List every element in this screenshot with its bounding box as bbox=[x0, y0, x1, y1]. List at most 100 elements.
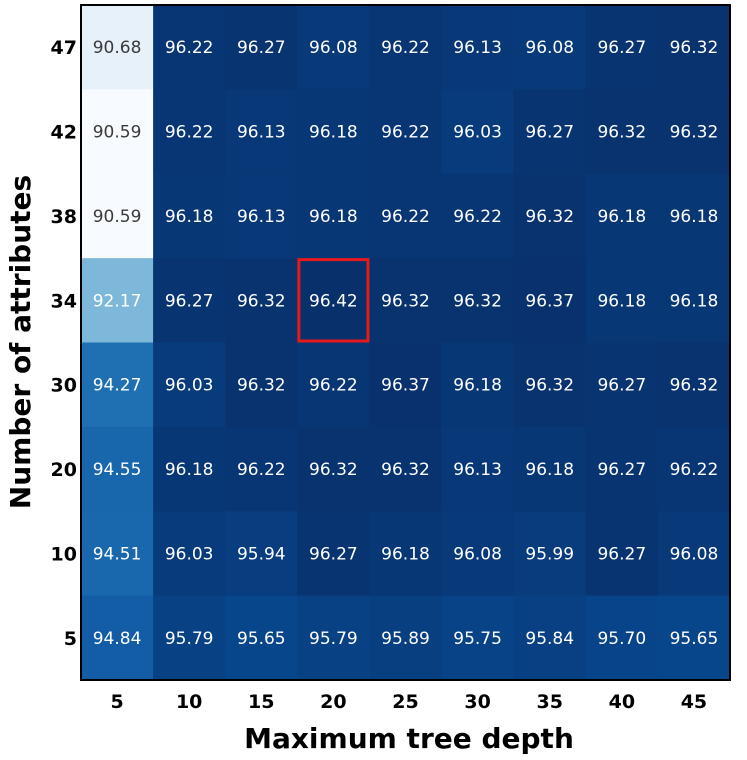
cell-value-label: 96.32 bbox=[381, 291, 430, 311]
best-cell-highlight bbox=[297, 258, 370, 343]
cell-value-label: 94.27 bbox=[93, 376, 142, 396]
cell-value-label: 90.59 bbox=[93, 207, 142, 227]
y-tick-label: 38 bbox=[51, 206, 77, 228]
heatmap-cell bbox=[297, 511, 370, 597]
cell-value-label: 96.27 bbox=[597, 544, 646, 564]
cell-value-label: 96.32 bbox=[670, 123, 719, 143]
plot-frame bbox=[80, 4, 731, 681]
cell-value-label: 96.22 bbox=[381, 123, 430, 143]
cell-value-label: 95.79 bbox=[309, 629, 358, 649]
cell-value-label: 96.22 bbox=[309, 376, 358, 396]
cell-value-label: 96.32 bbox=[525, 376, 574, 396]
heatmap-cell bbox=[153, 426, 226, 512]
heatmap-cell bbox=[297, 595, 370, 681]
cell-value-label: 96.08 bbox=[525, 38, 574, 58]
heatmap-cell bbox=[657, 511, 731, 597]
cell-value-label: 95.84 bbox=[525, 629, 574, 649]
heatmap-cell bbox=[585, 258, 659, 343]
heatmap-cell bbox=[369, 595, 443, 681]
heatmap-cell bbox=[81, 5, 154, 90]
x-tick-label: 5 bbox=[110, 691, 123, 713]
heatmap-cell bbox=[657, 5, 731, 90]
heatmap-cell bbox=[585, 426, 659, 512]
cell-value-label: 96.22 bbox=[381, 207, 430, 227]
cell-value-label: 92.17 bbox=[93, 291, 142, 311]
heatmap-cell bbox=[585, 5, 659, 90]
heatmap-cell bbox=[513, 342, 587, 428]
cell-value-label: 96.18 bbox=[597, 291, 646, 311]
heatmap-cell bbox=[297, 5, 370, 90]
x-tick-label: 20 bbox=[320, 691, 346, 713]
cell-value-label: 96.27 bbox=[525, 123, 574, 143]
y-tick-labels: 47 42 38 34 30 20 10 5 bbox=[51, 37, 77, 650]
heatmap-cell bbox=[585, 89, 659, 175]
heatmap-cell bbox=[513, 258, 587, 343]
heatmap-cell bbox=[657, 173, 731, 259]
cell-value-label: 96.27 bbox=[597, 376, 646, 396]
cell-value-label: 96.13 bbox=[237, 207, 286, 227]
heatmap-cell bbox=[81, 426, 154, 512]
cell-value-label: 96.27 bbox=[165, 291, 214, 311]
cell-value-label: 95.65 bbox=[670, 629, 719, 649]
heatmap-cell bbox=[153, 342, 226, 428]
heatmap-cell bbox=[369, 426, 443, 512]
cell-value-label: 96.32 bbox=[525, 207, 574, 227]
cell-value-label: 96.18 bbox=[597, 207, 646, 227]
heatmap-cell bbox=[369, 511, 443, 597]
cell-value-label: 96.22 bbox=[670, 460, 719, 480]
x-tick-label: 25 bbox=[392, 691, 418, 713]
cell-value-label: 96.08 bbox=[453, 544, 502, 564]
heatmap-cell bbox=[153, 595, 226, 681]
heatmap-cell bbox=[369, 5, 443, 90]
heatmap-cell bbox=[585, 342, 659, 428]
cell-value-label: 90.68 bbox=[93, 38, 142, 58]
heatmap-cell bbox=[153, 511, 226, 597]
heatmap-cell bbox=[81, 258, 154, 343]
cell-value-label: 96.32 bbox=[670, 376, 719, 396]
cell-value-label: 96.32 bbox=[309, 460, 358, 480]
x-tick-label: 35 bbox=[536, 691, 562, 713]
heatmap-cell bbox=[81, 173, 154, 259]
y-axis-title: Number of attributes bbox=[4, 175, 37, 509]
x-tick-label: 30 bbox=[464, 691, 490, 713]
cell-value-label: 96.27 bbox=[309, 544, 358, 564]
cell-value-labels: 90.68 96.22 96.27 96.08 96.22 96.13 96.08 96.27… bbox=[93, 38, 719, 649]
heatmap-cell bbox=[81, 511, 154, 597]
cell-value-label: 96.22 bbox=[381, 38, 430, 58]
cell-value-label: 96.22 bbox=[165, 38, 214, 58]
x-tick-label: 45 bbox=[681, 691, 707, 713]
cell-value-label: 96.18 bbox=[453, 376, 502, 396]
heatmap-cell bbox=[297, 342, 370, 428]
x-axis-title: Maximum tree depth bbox=[244, 722, 574, 755]
heatmap-cell bbox=[81, 89, 154, 175]
cell-value-label: 95.89 bbox=[381, 629, 430, 649]
heatmap-cell bbox=[657, 426, 731, 512]
x-tick-label: 15 bbox=[248, 691, 274, 713]
heatmap-cell bbox=[441, 89, 515, 175]
cell-value-label: 94.84 bbox=[93, 629, 142, 649]
heatmap-cell bbox=[657, 342, 731, 428]
y-tick-label: 10 bbox=[51, 543, 77, 565]
heatmap-cell bbox=[153, 5, 226, 90]
cell-value-label: 96.18 bbox=[309, 207, 358, 227]
heatmap-cell bbox=[441, 342, 515, 428]
heatmap-cell bbox=[585, 173, 659, 259]
cell-value-label: 95.70 bbox=[597, 629, 646, 649]
y-tick-label: 5 bbox=[64, 628, 77, 650]
heatmap-cell bbox=[585, 511, 659, 597]
cell-value-label: 96.18 bbox=[670, 207, 719, 227]
heatmap-cell bbox=[657, 595, 731, 681]
cell-value-label: 96.18 bbox=[165, 207, 214, 227]
heatmap-cell bbox=[225, 173, 298, 259]
cell-value-label: 96.18 bbox=[525, 460, 574, 480]
heatmap-cell bbox=[513, 511, 587, 597]
cell-value-label: 95.79 bbox=[165, 629, 214, 649]
cell-value-label: 95.94 bbox=[237, 544, 286, 564]
cell-value-label: 96.22 bbox=[165, 123, 214, 143]
cell-value-label: 96.32 bbox=[237, 376, 286, 396]
heatmap-cell bbox=[225, 426, 298, 512]
y-tick-label: 47 bbox=[51, 37, 77, 59]
y-tick-label: 20 bbox=[51, 459, 77, 481]
heatmap-cell bbox=[225, 258, 298, 343]
